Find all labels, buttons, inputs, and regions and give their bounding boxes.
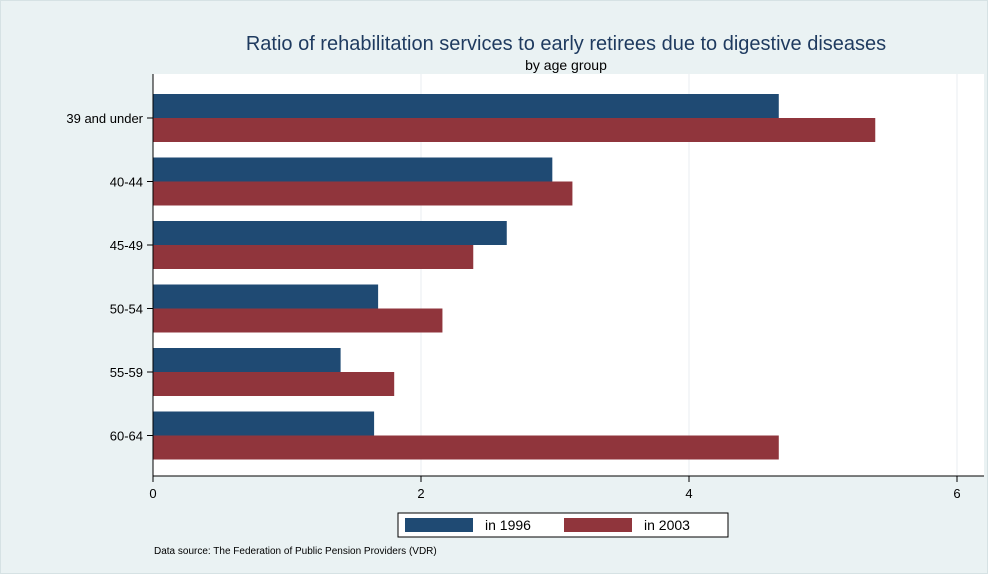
y-tick-label: 60-64 (110, 429, 143, 444)
legend: in 1996 in 2003 (397, 512, 729, 538)
bar (153, 157, 553, 182)
bar (153, 411, 375, 436)
y-tick-label: 39 and under (66, 111, 143, 126)
bar (153, 435, 779, 460)
bar (153, 221, 507, 245)
x-tick-label: 0 (149, 486, 156, 501)
x-tick-label: 2 (417, 486, 424, 501)
chart-subtitle: by age group (525, 57, 607, 73)
legend-label: in 2003 (644, 517, 690, 533)
bar (153, 94, 779, 118)
y-tick-label: 55-59 (110, 365, 143, 380)
x-tick-label: 6 (953, 486, 960, 501)
bars (153, 94, 876, 460)
y-tick-label: 40-44 (110, 175, 143, 190)
bar (153, 245, 474, 269)
bar (153, 118, 876, 142)
bar (153, 372, 395, 396)
axes (147, 74, 984, 482)
y-tick-label: 45-49 (110, 238, 143, 253)
bar (153, 284, 379, 309)
bar (153, 308, 443, 333)
chart-title: Ratio of rehabilitation services to earl… (246, 33, 886, 55)
legend-swatch (564, 518, 632, 532)
bar (153, 348, 341, 372)
labels: 0 2 4 6 39 and under 40-44 45-49 50-54 55-59 60-6… (66, 111, 960, 501)
x-tick-label: 4 (685, 486, 692, 501)
legend-label: in 1996 (485, 517, 531, 533)
data-source-note: Data source: The Federation of Public Pe… (154, 546, 437, 557)
bar (153, 181, 573, 206)
legend-swatch (405, 518, 473, 532)
y-tick-label: 50-54 (110, 302, 143, 317)
